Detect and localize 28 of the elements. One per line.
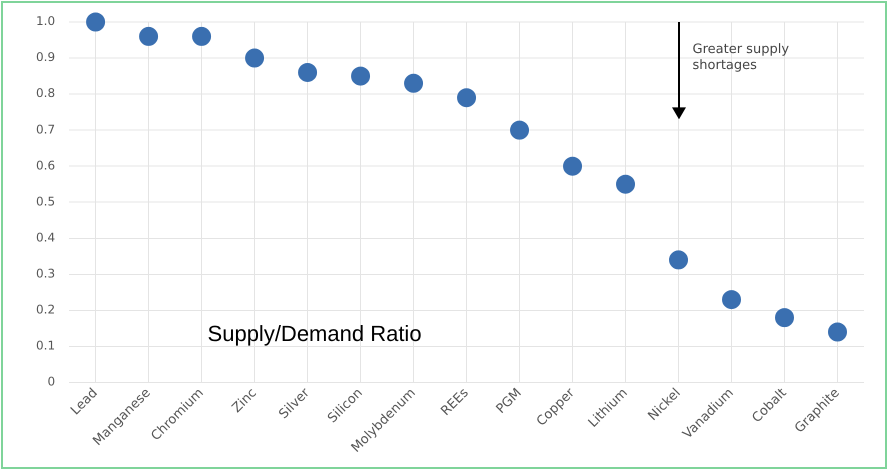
annotation: Greater supply shortages <box>692 42 790 74</box>
point <box>775 308 794 328</box>
y-tick-label: 0.5 <box>36 194 56 208</box>
y-tick-label: 0 <box>47 374 56 389</box>
y-tick-label: 0.3 <box>36 266 56 280</box>
point <box>510 120 530 140</box>
y-tick-label: 0.4 <box>36 230 56 244</box>
point <box>404 74 424 93</box>
y-tick-label: 0.7 <box>36 122 56 136</box>
point <box>722 290 742 310</box>
point <box>192 26 212 46</box>
y-tick-label: 0.2 <box>36 302 56 317</box>
y-tick-label: 0.9 <box>36 50 56 64</box>
y-tick-label: 0.6 <box>36 158 56 172</box>
annotation: Supply/Demand Ratio <box>208 320 422 347</box>
point <box>563 156 582 176</box>
point <box>245 48 264 68</box>
point <box>86 12 106 32</box>
y-tick-label: 0.1 <box>36 338 56 353</box>
point <box>669 250 688 270</box>
point <box>616 174 636 194</box>
point <box>139 26 158 46</box>
point <box>298 62 318 82</box>
y-tick-label: 0.8 <box>36 86 56 100</box>
point <box>828 322 848 342</box>
y-tick-label: 1.0 <box>36 14 56 28</box>
point <box>351 66 370 86</box>
point <box>457 88 476 108</box>
